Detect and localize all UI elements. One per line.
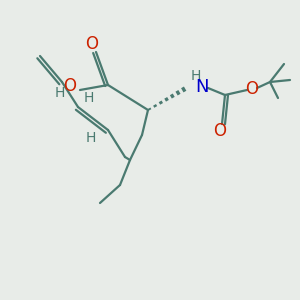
Text: H: H <box>191 69 201 83</box>
Text: O: O <box>245 80 259 98</box>
Text: H: H <box>85 131 96 145</box>
Text: O: O <box>214 122 226 140</box>
Text: H: H <box>84 91 94 105</box>
Text: N: N <box>195 78 209 96</box>
Text: O: O <box>85 35 98 53</box>
Text: O: O <box>64 77 76 95</box>
Text: H: H <box>55 86 65 100</box>
